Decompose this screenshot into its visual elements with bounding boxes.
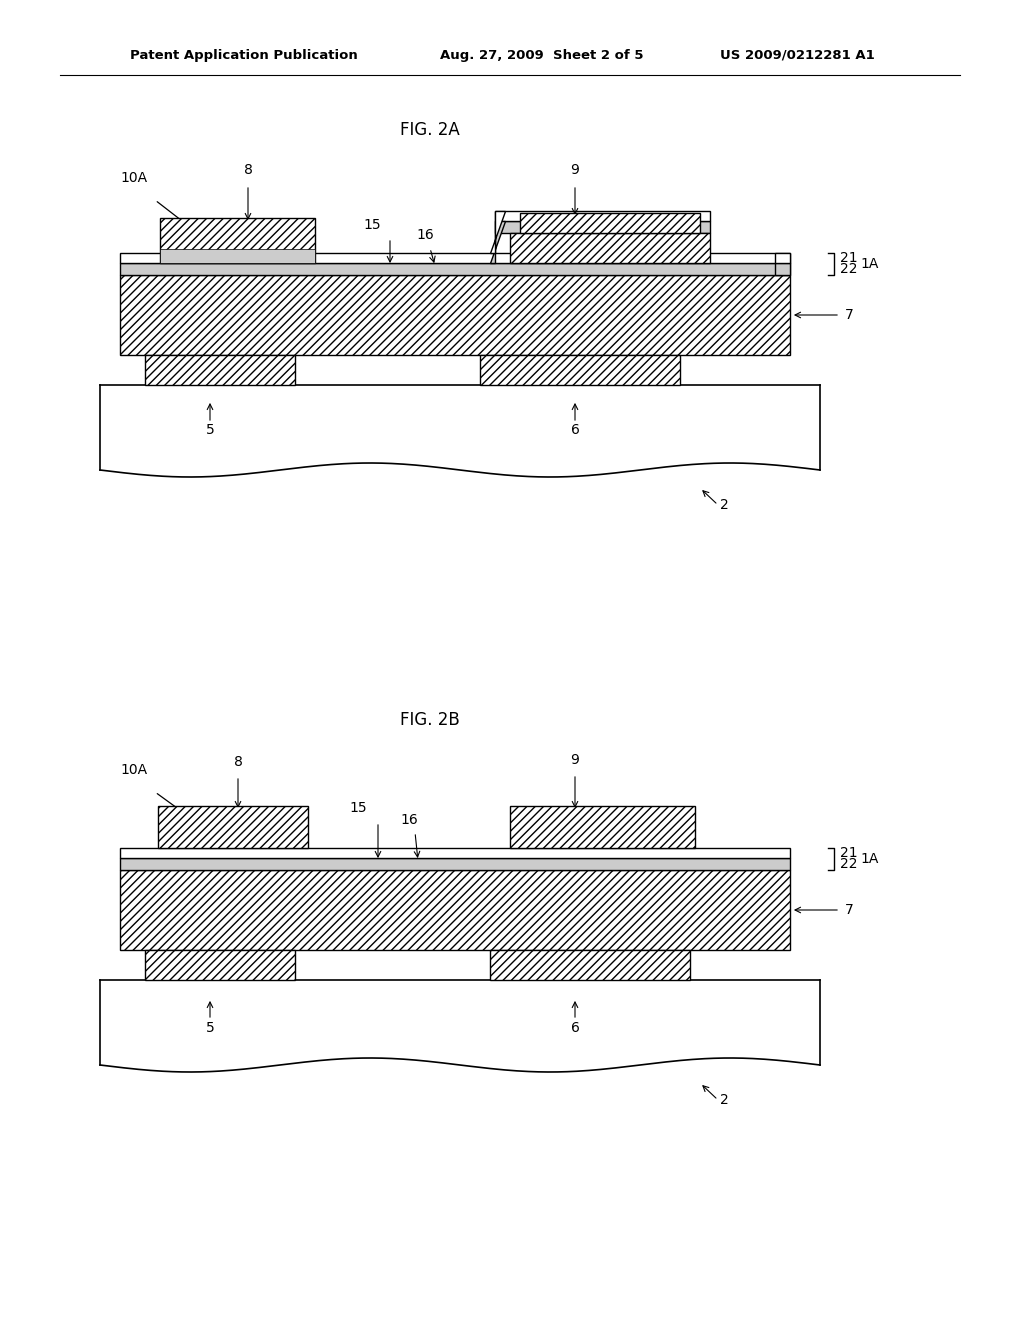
Text: 15: 15	[349, 801, 367, 814]
Bar	[510, 807, 695, 847]
Text: 6: 6	[570, 1020, 580, 1035]
Text: 7: 7	[845, 308, 854, 322]
Text: Patent Application Publication: Patent Application Publication	[130, 49, 357, 62]
Bar	[120, 847, 790, 858]
Text: 5: 5	[206, 422, 214, 437]
Polygon shape	[490, 211, 505, 253]
Bar	[495, 220, 710, 234]
Bar	[775, 263, 790, 275]
Text: 10A: 10A	[120, 763, 147, 777]
Text: 10A: 10A	[120, 172, 147, 185]
Text: Aug. 27, 2009  Sheet 2 of 5: Aug. 27, 2009 Sheet 2 of 5	[440, 49, 643, 62]
Text: 2: 2	[720, 498, 729, 512]
Text: 21: 21	[840, 846, 858, 861]
Bar	[160, 249, 315, 263]
Bar	[520, 213, 700, 234]
Text: 8: 8	[244, 162, 253, 177]
Text: US 2009/0212281 A1: US 2009/0212281 A1	[720, 49, 874, 62]
Text: 9: 9	[570, 162, 580, 177]
Polygon shape	[490, 220, 505, 263]
Bar	[145, 950, 295, 979]
Text: 8: 8	[233, 755, 243, 770]
Text: 7: 7	[845, 903, 854, 917]
Bar	[120, 858, 790, 870]
Bar	[490, 950, 690, 979]
Text: FIG. 2A: FIG. 2A	[400, 121, 460, 139]
Text: 21: 21	[840, 251, 858, 265]
Text: 1A: 1A	[860, 851, 879, 866]
Text: 9: 9	[570, 752, 580, 767]
Bar	[158, 807, 308, 847]
Bar	[160, 218, 315, 263]
Text: 15: 15	[364, 218, 381, 232]
Text: 5: 5	[206, 1020, 214, 1035]
Bar	[120, 870, 790, 950]
Text: 22: 22	[840, 261, 857, 276]
Text: FIG. 2B: FIG. 2B	[400, 711, 460, 729]
Text: 22: 22	[840, 857, 857, 871]
Text: 2: 2	[720, 1093, 729, 1107]
Bar	[120, 263, 790, 275]
Text: 16: 16	[416, 228, 434, 242]
Text: 1A: 1A	[860, 257, 879, 271]
Bar	[120, 275, 790, 355]
Bar	[480, 355, 680, 385]
Bar	[145, 355, 295, 385]
Bar	[495, 211, 710, 220]
Bar	[775, 253, 790, 263]
Bar	[510, 234, 710, 263]
Text: 6: 6	[570, 422, 580, 437]
Bar	[120, 253, 790, 263]
Text: 16: 16	[400, 813, 418, 828]
